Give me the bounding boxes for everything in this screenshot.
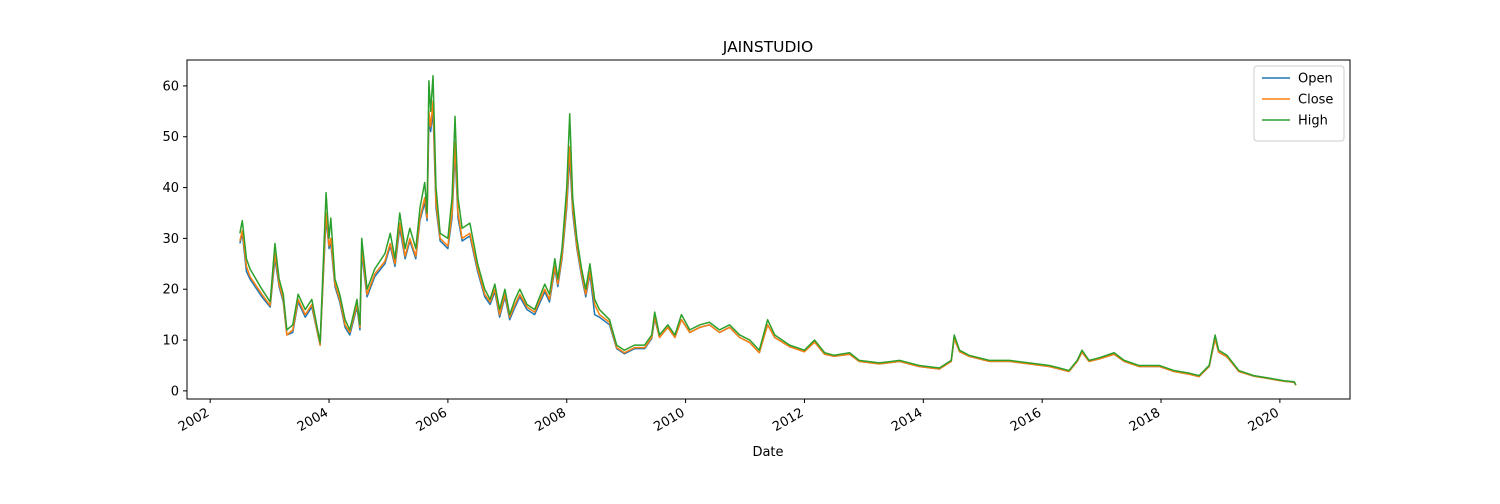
y-tick-label: 40 [162, 181, 179, 196]
legend-label: Open [1298, 72, 1333, 87]
y-tick-label: 50 [162, 130, 179, 145]
chart-title: JAINSTUDIO [722, 38, 813, 56]
x-axis-label: Date [752, 445, 783, 460]
y-tick-label: 60 [162, 79, 179, 94]
y-tick-label: 10 [162, 334, 179, 349]
y-tick-label: 0 [171, 384, 179, 399]
plot-frame [186, 59, 1351, 400]
series-line [239, 75, 1297, 386]
legend-label: Close [1298, 93, 1333, 108]
y-tick-label: 30 [162, 232, 179, 247]
legend-label: High [1298, 114, 1328, 129]
y-tick-label: 20 [162, 283, 179, 298]
legend-box [1253, 65, 1345, 142]
